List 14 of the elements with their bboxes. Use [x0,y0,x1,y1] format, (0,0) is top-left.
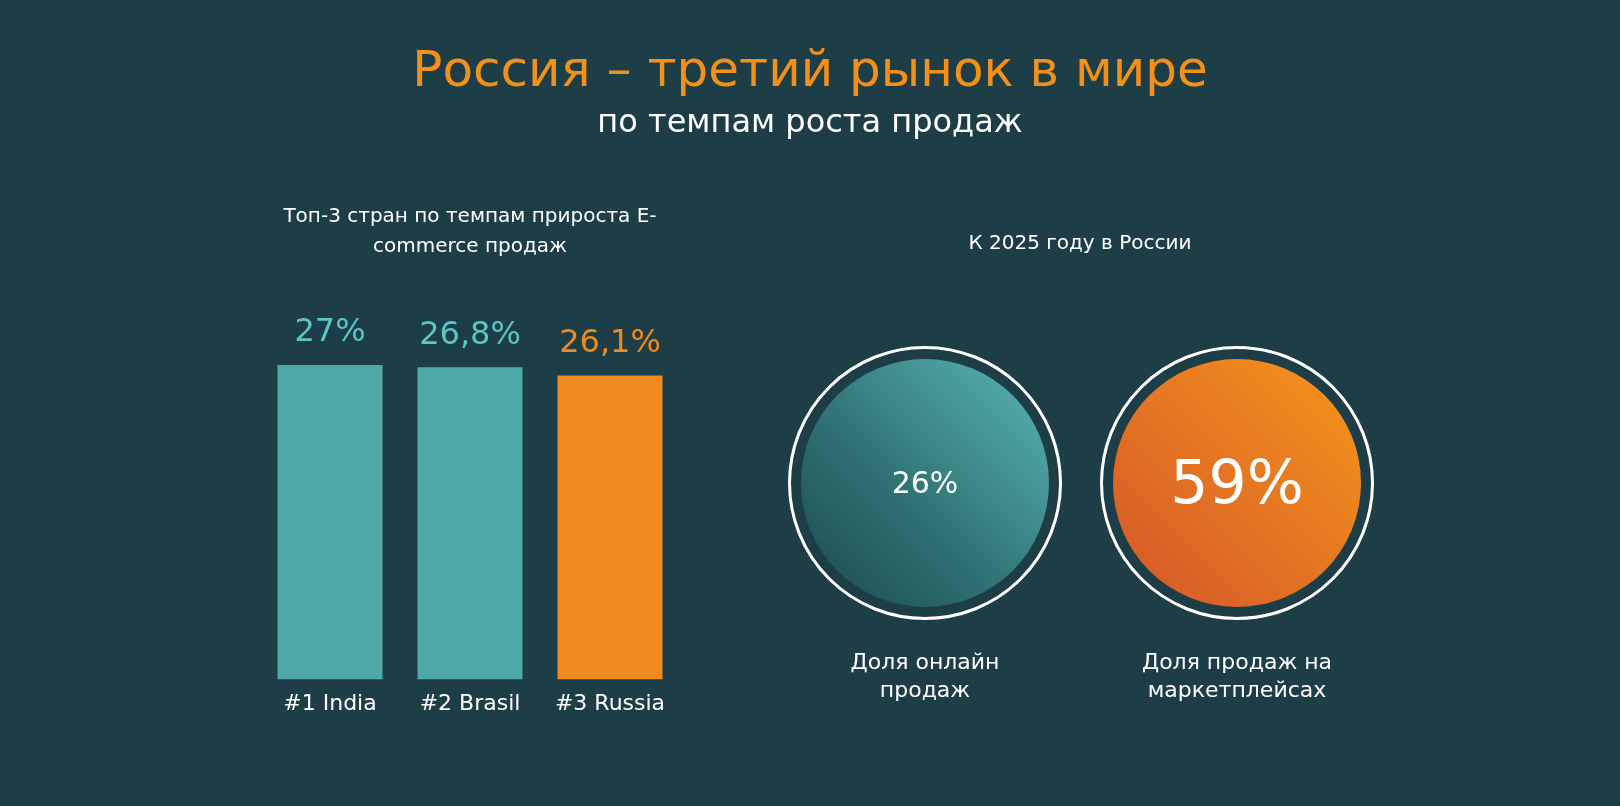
data-label: 27% [294,311,366,350]
text: 59% [1169,447,1305,517]
chart-title: Топ-3 стран по темпам прироста E-commerce продаж [282,202,658,259]
text: 26% [890,465,960,500]
text: К 2025 году в России [967,230,1193,254]
text: Россия – третий рынок в мире [411,40,1209,98]
text: Доля онлайн продаж [849,648,1001,704]
data-label: 26,1% [559,321,661,360]
x-tick-label: #3 Russia [554,689,666,715]
text: Доля продаж на маркетплейсах [1140,648,1334,704]
x-tick-label: #2 Brasil [419,689,521,715]
data-label: 26,8% [419,313,521,352]
text: по темпам роста продаж [596,102,1024,140]
x-tick-label: #1 India [283,689,377,715]
